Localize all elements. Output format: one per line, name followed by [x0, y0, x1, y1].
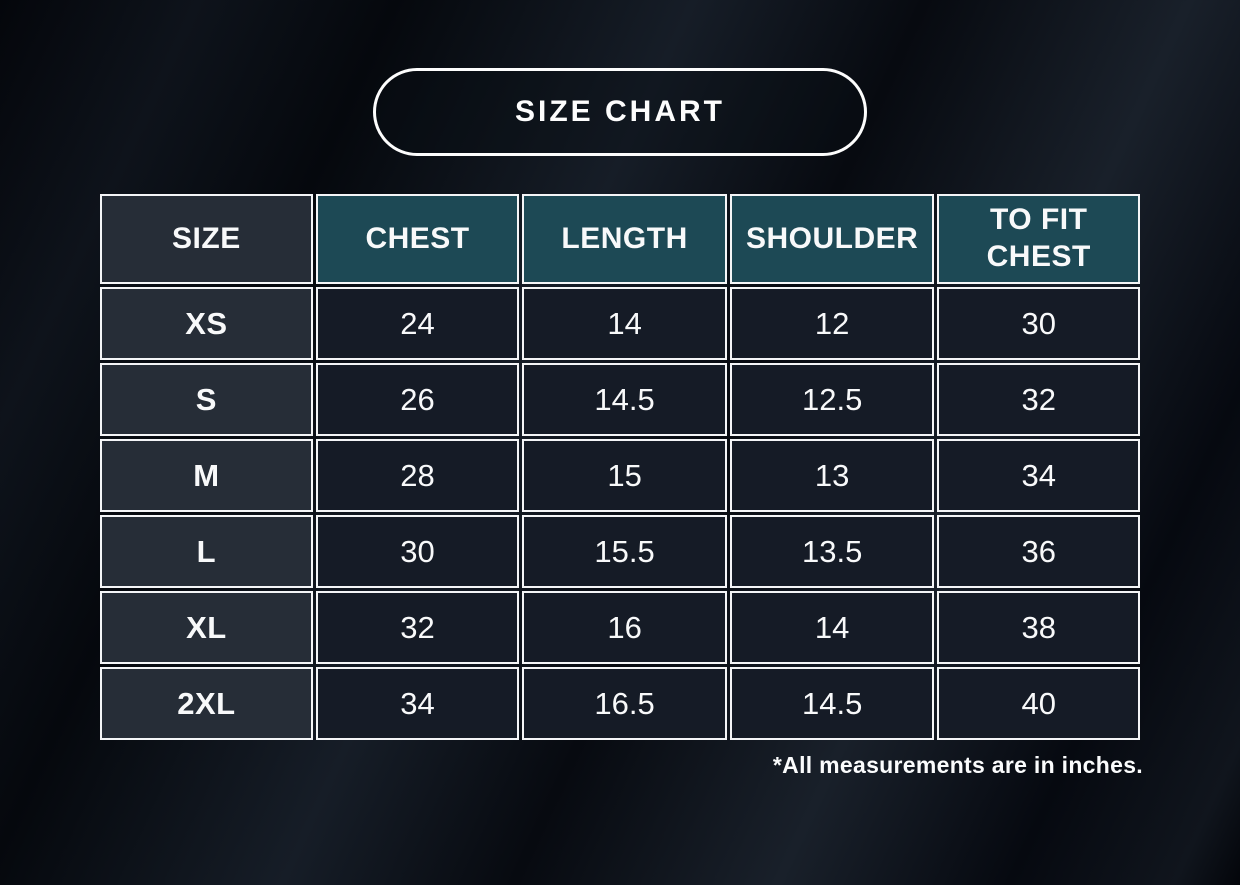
table-row-xl: XL 32 16 14 38 [100, 591, 1140, 664]
column-header-to-fit-chest: TO FIT CHEST [937, 194, 1140, 284]
page-title: SIZE CHART [515, 95, 725, 128]
size-label-cell: M [100, 439, 313, 512]
table-row-2xl: 2XL 34 16.5 14.5 40 [100, 667, 1140, 740]
column-header-to-fit-chest-label: TO FIT CHEST [986, 203, 1091, 273]
to-fit-chest-value-cell: 38 [937, 591, 1140, 664]
shoulder-value-cell: 12.5 [729, 363, 935, 436]
to-fit-chest-value-cell: 30 [937, 287, 1140, 360]
length-value-cell: 14.5 [522, 363, 727, 436]
to-fit-chest-value-cell: 36 [937, 515, 1140, 588]
size-label-cell: S [100, 363, 313, 436]
size-label-cell: XS [100, 287, 313, 360]
chest-value-cell: 32 [315, 591, 520, 664]
size-label-cell: L [100, 515, 313, 588]
chest-value-cell: 26 [315, 363, 520, 436]
header-row: SIZE CHEST LENGTH SHOULDER TO FIT CHEST [100, 194, 1140, 284]
table-row-m: M 28 15 13 34 [100, 439, 1140, 512]
measurements-footnote: *All measurements are in inches. [772, 752, 1143, 778]
size-chart-page: SIZE CHART SIZE CHEST LENGTH SHOULDER TO… [0, 68, 1240, 885]
chest-value-cell: 34 [315, 667, 520, 740]
chest-value-cell: 28 [315, 439, 520, 512]
to-fit-chest-value-cell: 40 [937, 667, 1140, 740]
column-header-chest: CHEST [315, 194, 520, 284]
chest-value-cell: 24 [315, 287, 520, 360]
length-value-cell: 14 [522, 287, 727, 360]
shoulder-value-cell: 14.5 [729, 667, 935, 740]
size-label-cell: XL [100, 591, 313, 664]
chest-value-cell: 30 [315, 515, 520, 588]
shoulder-value-cell: 13 [729, 439, 935, 512]
length-value-cell: 16.5 [522, 667, 727, 740]
to-fit-chest-value-cell: 34 [937, 439, 1140, 512]
size-chart-title-pill: SIZE CHART [373, 68, 867, 156]
column-header-size: SIZE [100, 194, 313, 284]
length-value-cell: 16 [522, 591, 727, 664]
size-label-cell: 2XL [100, 667, 313, 740]
length-value-cell: 15 [522, 439, 727, 512]
column-header-length: LENGTH [522, 194, 727, 284]
length-value-cell: 15.5 [522, 515, 727, 588]
table-row-l: L 30 15.5 13.5 36 [100, 515, 1140, 588]
to-fit-chest-value-cell: 32 [937, 363, 1140, 436]
shoulder-value-cell: 13.5 [729, 515, 935, 588]
size-chart-table: SIZE CHEST LENGTH SHOULDER TO FIT CHEST … [97, 191, 1143, 743]
shoulder-value-cell: 14 [729, 591, 935, 664]
table-row-xs: XS 24 14 12 30 [100, 287, 1140, 360]
shoulder-value-cell: 12 [729, 287, 935, 360]
column-header-shoulder: SHOULDER [729, 194, 935, 284]
table-row-s: S 26 14.5 12.5 32 [100, 363, 1140, 436]
